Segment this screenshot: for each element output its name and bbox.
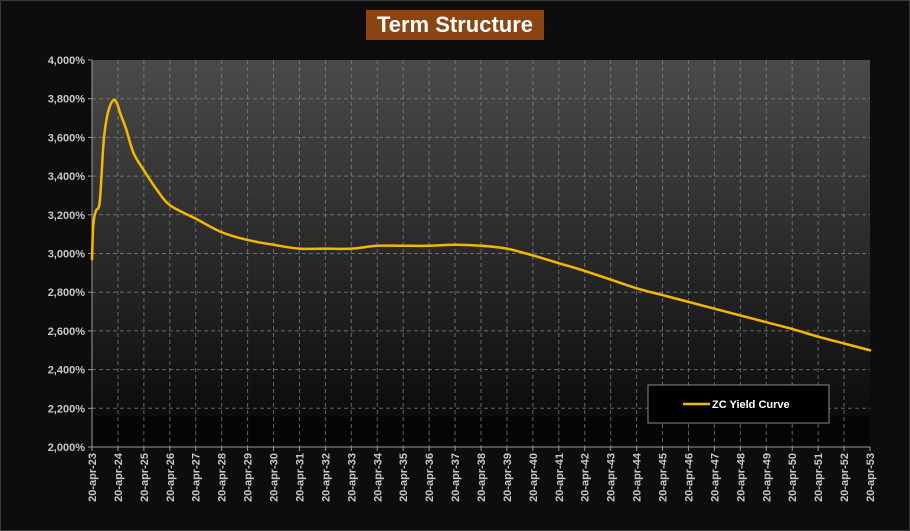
x-tick-label: 20-apr-26 (165, 453, 177, 502)
y-tick-label: 2,200% (48, 403, 86, 415)
x-tick-label: 20-apr-47 (709, 453, 721, 502)
legend-box (647, 384, 830, 424)
y-tick-label: 3,400% (48, 171, 86, 183)
x-tick-label: 20-apr-46 (683, 453, 695, 502)
axes: 4,000% 3,800% 3,600% 3,400% 3,200% 3,000% 2,80… (48, 55, 877, 502)
legend: ZC Yield Curve (647, 384, 830, 424)
x-tick-label: 20-apr-30 (269, 453, 281, 502)
x-tick-label: 20-apr-41 (554, 453, 566, 502)
x-tick-label: 20-apr-24 (113, 452, 125, 502)
y-tick-label: 3,000% (48, 249, 86, 261)
x-tick-label: 20-apr-50 (787, 453, 799, 502)
legend-label: ZC Yield Curve (712, 399, 790, 411)
x-tick-label: 20-apr-44 (632, 452, 644, 502)
y-tick-label: 2,600% (48, 326, 86, 338)
x-tick-label: 20-apr-43 (606, 453, 618, 502)
y-tick-label: 3,800% (48, 94, 86, 106)
grid-lines (92, 60, 870, 447)
y-tick-label: 4,000% (48, 55, 86, 67)
y-tick-label: 2,800% (48, 287, 86, 299)
x-tick-label: 20-apr-35 (398, 453, 410, 502)
series-line-0 (90, 98, 872, 352)
x-tick-label: 20-apr-53 (865, 453, 877, 502)
y-tick-label: 2,400% (48, 365, 86, 377)
x-tick-label: 20-apr-48 (735, 453, 747, 502)
series-layer (90, 98, 872, 352)
x-tick-label: 20-apr-36 (424, 453, 436, 502)
x-tick-label: 20-apr-38 (476, 453, 488, 502)
x-tick-label: 20-apr-25 (139, 453, 151, 502)
x-tick-label: 20-apr-29 (243, 453, 255, 502)
x-tick-label: 20-apr-51 (813, 453, 825, 502)
x-tick-label: 20-apr-52 (839, 453, 851, 502)
x-tick-label: 20-apr-33 (346, 453, 358, 502)
x-tick-label: 20-apr-49 (761, 453, 773, 502)
x-tick-label: 20-apr-32 (320, 453, 332, 502)
x-tick-label: 20-apr-34 (372, 452, 384, 502)
x-tick-label: 20-apr-42 (580, 453, 592, 502)
x-tick-label: 20-apr-31 (294, 453, 306, 502)
x-tick-label: 20-apr-40 (528, 453, 540, 502)
x-tick-label: 20-apr-45 (658, 453, 670, 502)
y-tick-label: 2,000% (48, 442, 86, 454)
x-tick-label: 20-apr-39 (502, 453, 514, 502)
y-tick-label: 3,600% (48, 132, 86, 144)
y-tick-label: 3,200% (48, 210, 86, 222)
x-tick-label: 20-apr-28 (217, 453, 229, 502)
x-tick-label: 20-apr-27 (191, 453, 203, 502)
x-tick-label: 20-apr-37 (450, 453, 462, 502)
chart-title: Term Structure (366, 10, 544, 40)
x-tick-label: 20-apr-23 (87, 453, 99, 502)
